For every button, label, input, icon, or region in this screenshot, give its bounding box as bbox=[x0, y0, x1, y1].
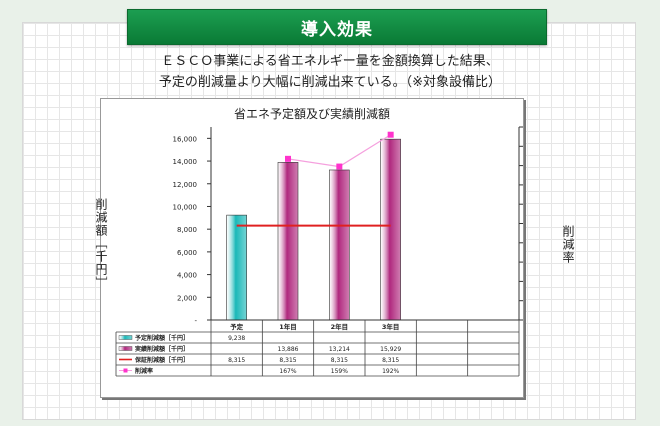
legend-label: 予定削減額［千円］ bbox=[135, 334, 189, 342]
y-tick-label: 2,000 bbox=[177, 294, 197, 302]
x-category-label: 3年目 bbox=[382, 322, 400, 331]
description-line-2: 予定の削減量より大幅に削減出来ている。（※対象設備比） bbox=[158, 75, 502, 90]
y-tick-label: 12,000 bbox=[173, 181, 198, 189]
chart-frame: 省エネ予定額及び実績削減額 - 2,000 4,000 6,000 8,000 10,000… bbox=[100, 98, 524, 398]
legend-key-marker bbox=[123, 368, 128, 373]
data-label: 13,214 bbox=[329, 346, 350, 353]
x-category-label: 1年目 bbox=[279, 322, 297, 331]
legend-label: 実績削減額［千円］ bbox=[135, 345, 189, 353]
rate-point-3 bbox=[387, 131, 394, 138]
data-label: 159% bbox=[331, 368, 348, 375]
legend-label: 削減率 bbox=[135, 367, 153, 375]
y-tick-label: - bbox=[194, 317, 197, 325]
y2-axis-label: 削減率 bbox=[561, 225, 575, 264]
y-tick-label: 6,000 bbox=[177, 249, 197, 257]
x-category-label: 2年目 bbox=[331, 322, 349, 331]
data-label: 9,238 bbox=[228, 335, 245, 342]
data-label: 192% bbox=[382, 368, 399, 375]
legend-label: 保証削減額［千円］ bbox=[134, 356, 189, 364]
data-label: 167% bbox=[279, 368, 296, 375]
rate-point-1 bbox=[285, 155, 291, 162]
description-line-1: ＥＳＣＯ事業による省エネルギー量を金額換算した結果、 bbox=[161, 54, 499, 69]
data-label: 8,315 bbox=[331, 357, 348, 364]
x-category-label: 予定 bbox=[230, 322, 244, 331]
section-banner: 導入効果 bbox=[127, 9, 547, 45]
data-label: 8,315 bbox=[228, 357, 245, 364]
bar-3 bbox=[329, 169, 350, 321]
y-tick-label: 14,000 bbox=[173, 158, 198, 166]
chart: 省エネ予定額及び実績削減額 - 2,000 4,000 6,000 8,000 10,000… bbox=[115, 106, 523, 377]
chart-title: 省エネ予定額及び実績削減額 bbox=[234, 106, 390, 121]
y-tick-label: 4,000 bbox=[177, 272, 197, 280]
data-label: 8,315 bbox=[382, 357, 399, 364]
data-label: 15,929 bbox=[380, 346, 401, 353]
data-label: 13,886 bbox=[278, 346, 299, 353]
y-axis-label: 削減額［千円］ bbox=[94, 198, 108, 289]
y-tick-label: 10,000 bbox=[173, 203, 198, 211]
rate-point-2 bbox=[336, 163, 343, 170]
y-tick-label: 16,000 bbox=[173, 135, 198, 143]
bar-1 bbox=[226, 214, 247, 321]
legend-key bbox=[118, 346, 133, 351]
rate-line bbox=[287, 134, 391, 168]
y-tick-label: 8,000 bbox=[177, 226, 197, 234]
bar-2 bbox=[277, 162, 299, 321]
data-label: 8,315 bbox=[279, 357, 296, 364]
bar-4 bbox=[380, 138, 401, 321]
legend-key bbox=[118, 335, 133, 340]
